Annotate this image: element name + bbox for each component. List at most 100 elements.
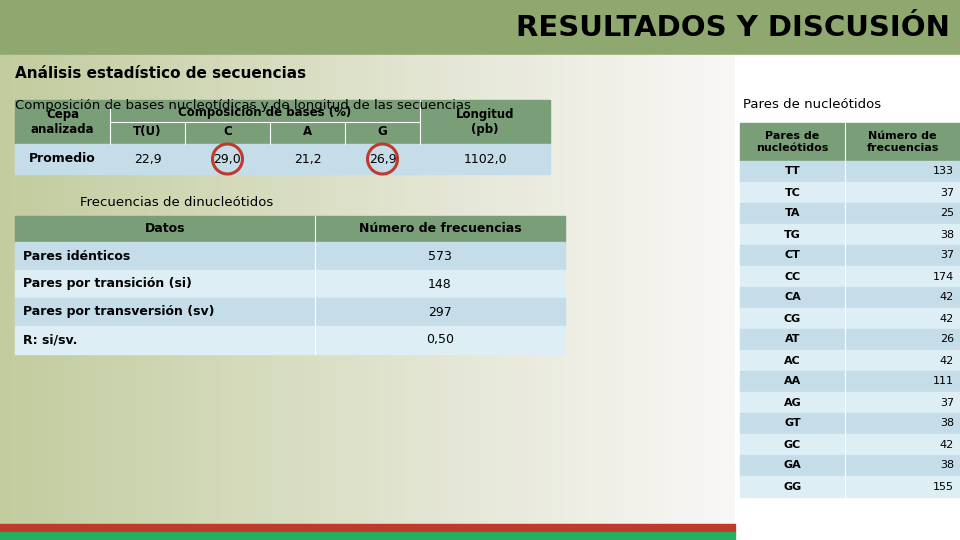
Bar <box>740 182 960 203</box>
Bar <box>15 144 550 174</box>
Bar <box>343 55 356 540</box>
Text: GC: GC <box>784 440 802 449</box>
Bar <box>98 55 111 540</box>
Bar <box>740 308 960 329</box>
Text: 1102,0: 1102,0 <box>463 152 507 165</box>
Bar <box>478 55 491 540</box>
Text: Datos: Datos <box>145 222 185 235</box>
Bar <box>527 55 540 540</box>
Text: RESULTADOS Y DISCUSIÓN: RESULTADOS Y DISCUSIÓN <box>516 14 950 42</box>
Bar <box>355 55 369 540</box>
Bar <box>576 55 589 540</box>
Bar <box>490 55 503 540</box>
Bar <box>723 55 736 540</box>
Bar <box>740 224 960 245</box>
Bar <box>183 55 197 540</box>
Bar <box>245 55 258 540</box>
Text: 38: 38 <box>940 418 954 429</box>
Text: TA: TA <box>784 208 801 219</box>
Bar <box>15 242 565 270</box>
Bar <box>564 55 577 540</box>
Text: Frecuencias de dinucleótidos: Frecuencias de dinucleótidos <box>80 195 274 208</box>
Bar <box>331 55 344 540</box>
Bar <box>674 55 687 540</box>
Text: Composición de bases nucleotídicas y de longitud de las secuencias: Composición de bases nucleotídicas y de … <box>15 98 470 111</box>
Bar <box>740 203 960 224</box>
Bar <box>49 55 62 540</box>
Text: TC: TC <box>784 187 801 198</box>
Bar <box>404 55 418 540</box>
Bar <box>740 350 960 371</box>
Text: 0,50: 0,50 <box>426 334 454 347</box>
Bar <box>698 55 711 540</box>
Text: 42: 42 <box>940 293 954 302</box>
Bar <box>612 55 626 540</box>
Text: Promedio: Promedio <box>29 152 96 165</box>
Bar <box>25 55 37 540</box>
Text: CA: CA <box>784 293 801 302</box>
Bar <box>270 55 283 540</box>
Text: Pares de nucleótidos: Pares de nucleótidos <box>743 98 881 111</box>
Bar <box>196 55 209 540</box>
Text: T(U): T(U) <box>133 125 161 138</box>
Bar <box>735 55 960 540</box>
Bar <box>740 123 960 161</box>
Text: 37: 37 <box>940 397 954 408</box>
Bar <box>740 476 960 497</box>
Bar <box>208 55 222 540</box>
Text: 25: 25 <box>940 208 954 219</box>
Text: 37: 37 <box>940 187 954 198</box>
Bar <box>15 298 565 326</box>
Bar <box>740 392 960 413</box>
Text: Número de frecuencias: Número de frecuencias <box>359 222 521 235</box>
Bar <box>0 532 735 540</box>
Text: 148: 148 <box>428 278 452 291</box>
Text: 38: 38 <box>940 230 954 240</box>
Bar <box>502 55 516 540</box>
Text: AA: AA <box>784 376 802 387</box>
Text: R: si/sv.: R: si/sv. <box>23 334 78 347</box>
Bar <box>12 55 26 540</box>
Bar <box>588 55 601 540</box>
Bar <box>740 287 960 308</box>
Bar <box>515 55 528 540</box>
Bar <box>15 326 565 354</box>
Bar <box>661 55 675 540</box>
Text: AT: AT <box>784 334 801 345</box>
Bar <box>466 55 479 540</box>
Bar <box>740 413 960 434</box>
Bar <box>257 55 271 540</box>
Bar <box>600 55 613 540</box>
Text: 26: 26 <box>940 334 954 345</box>
Bar <box>740 329 960 350</box>
Text: 42: 42 <box>940 355 954 366</box>
Bar <box>221 55 233 540</box>
Text: 42: 42 <box>940 314 954 323</box>
Bar <box>232 55 246 540</box>
Bar <box>429 55 442 540</box>
Bar <box>15 270 565 298</box>
Bar <box>159 55 173 540</box>
Bar <box>319 55 332 540</box>
Bar <box>453 55 467 540</box>
Bar <box>740 455 960 476</box>
Text: CG: CG <box>784 314 802 323</box>
Text: 573: 573 <box>428 249 452 262</box>
Text: Pares de
nucleótidos: Pares de nucleótidos <box>756 131 828 153</box>
Text: Pares por transversión (sv): Pares por transversión (sv) <box>23 306 214 319</box>
Text: CT: CT <box>784 251 801 260</box>
Bar <box>740 371 960 392</box>
Bar <box>686 55 699 540</box>
Bar <box>441 55 454 540</box>
Bar <box>15 216 565 242</box>
Bar <box>36 55 50 540</box>
Text: 133: 133 <box>933 166 954 177</box>
Bar <box>123 55 135 540</box>
Bar <box>740 161 960 182</box>
Bar <box>417 55 430 540</box>
Text: C: C <box>223 125 232 138</box>
Text: Pares por transición (si): Pares por transición (si) <box>23 278 192 291</box>
Text: Cepa
analizada: Cepa analizada <box>31 108 94 136</box>
Bar <box>551 55 564 540</box>
Bar <box>306 55 320 540</box>
